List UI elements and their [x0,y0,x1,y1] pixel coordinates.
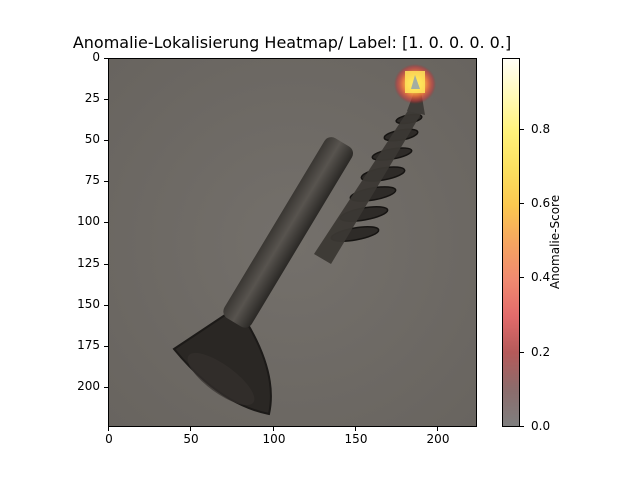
colorbar-tick-label: 0.2 [531,345,551,359]
x-tick [190,427,191,431]
y-tick [104,387,108,388]
thread-core [314,109,421,264]
y-tick [104,58,108,59]
colorbar-tick-label: 0.4 [531,270,551,284]
x-tick [108,427,109,431]
screw-shaft [223,137,354,328]
colorbar-label: Anomalie-Score [548,194,562,290]
y-tick-label: 200 [77,379,100,393]
y-tick [104,181,108,182]
y-tick-label: 25 [84,91,100,105]
colorbar [502,58,520,427]
y-tick-label: 175 [77,338,100,352]
x-tick-label: 200 [426,432,450,446]
y-tick-label: 0 [92,50,100,64]
x-tick [273,427,274,431]
screw-image-with-heatmap [109,59,476,426]
x-tick-label: 50 [183,432,199,446]
y-tick [104,346,108,347]
colorbar-tick [520,203,524,204]
colorbar-tick [520,129,524,130]
y-tick [104,305,108,306]
y-tick [104,99,108,100]
colorbar-tick-label: 0.0 [531,419,551,433]
x-tick-label: 100 [262,432,286,446]
screw-head-face [187,352,255,406]
colorbar-tick [520,277,524,278]
anomaly-hotspot [394,64,436,104]
anomaly-hotspot-tip [411,75,420,89]
x-tick-label: 0 [105,432,113,446]
y-tick [104,140,108,141]
y-tick [104,264,108,265]
y-tick-label: 50 [84,132,100,146]
y-tick-label: 150 [77,297,100,311]
colorbar-tick [520,426,524,427]
heatmap-image-axes [108,58,477,427]
colorbar-tick [520,352,524,353]
y-tick-label: 75 [84,173,100,187]
y-tick [104,222,108,223]
y-tick-label: 100 [77,214,100,228]
y-tick-label: 125 [77,256,100,270]
colorbar-tick-label: 0.6 [531,196,551,210]
x-tick [355,427,356,431]
chart-title: Anomalie-Lokalisierung Heatmap/ Label: [… [72,33,512,52]
x-tick [437,427,438,431]
screw [172,79,425,416]
x-tick-label: 150 [344,432,368,446]
colorbar-tick-label: 0.8 [531,122,551,136]
